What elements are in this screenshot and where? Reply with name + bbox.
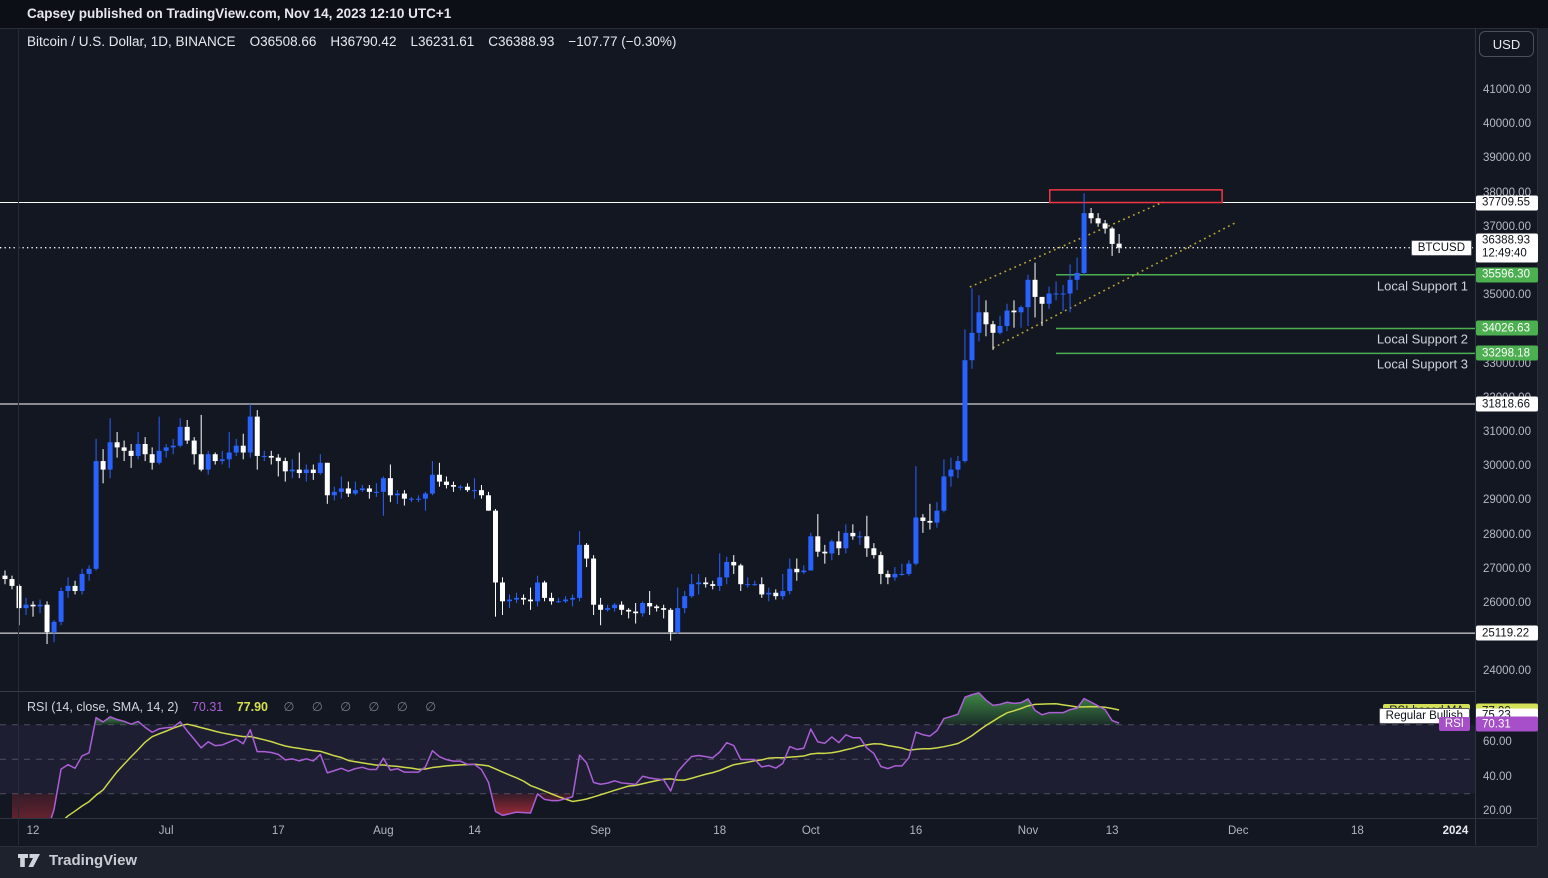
price-tick: 29000.00: [1483, 494, 1531, 507]
price-tick: 39000.00: [1483, 152, 1531, 165]
attribution-text: Capsey published on TradingView.com, Nov…: [27, 6, 452, 21]
time-axis-area[interactable]: [0, 819, 1475, 845]
price-line-label: 34026.63: [1476, 320, 1538, 336]
rsi-pane-separator[interactable]: [0, 691, 1475, 692]
current-price-label: 36388.93 12:49:40: [1476, 233, 1538, 263]
attribution-bar: Capsey published on TradingView.com, Nov…: [0, 0, 1548, 28]
time-tick[interactable]: 18: [1350, 825, 1364, 837]
ohlc-close: C36388.93: [488, 34, 555, 49]
ohlc-low: L36231.61: [410, 34, 475, 49]
bar-countdown: 12:49:40: [1482, 247, 1527, 260]
ohlc-open: O36508.66: [249, 34, 317, 49]
symbol-header: Bitcoin / U.S. Dollar, 1D, BINANCE O36508…: [27, 34, 676, 49]
time-tick[interactable]: 12: [26, 825, 40, 837]
price-tick: 37000.00: [1483, 220, 1531, 233]
time-tick[interactable]: 14: [468, 825, 481, 837]
symbol-price-chip: BTCUSD: [1410, 239, 1472, 256]
time-axis-separator: [0, 818, 1537, 819]
rsi-divergence-icons: ∅ ∅ ∅ ∅ ∅ ∅: [283, 700, 444, 714]
rsi-value-label: 70.31: [1476, 716, 1538, 732]
price-tick: 27000.00: [1483, 562, 1531, 575]
rsi-tick: 40.00: [1483, 770, 1512, 783]
price-tick: 30000.00: [1483, 460, 1531, 473]
time-tick[interactable]: Sep: [590, 825, 611, 837]
price-line-label: 25119.22: [1476, 625, 1538, 641]
rsi-tick: 20.00: [1483, 805, 1512, 818]
price-tick: 26000.00: [1483, 597, 1531, 609]
ohlc-high: H36790.42: [330, 34, 397, 49]
tradingview-logo-icon[interactable]: [18, 853, 41, 868]
time-tick[interactable]: Aug: [373, 825, 394, 837]
time-tick[interactable]: 2024: [1442, 825, 1469, 837]
footer-bar: TradingView: [18, 852, 137, 869]
price-line-label: 33298.18: [1476, 345, 1538, 361]
price-tick: 24000.00: [1483, 665, 1531, 678]
price-line-label: 35596.30: [1476, 267, 1538, 283]
price-line-label: 31818.66: [1476, 396, 1538, 412]
time-tick[interactable]: Oct: [801, 825, 820, 837]
time-tick[interactable]: Dec: [1227, 825, 1249, 837]
time-tick[interactable]: 18: [713, 825, 727, 837]
time-tick[interactable]: 13: [1105, 825, 1119, 837]
rsi-legend-value: 70.31: [191, 700, 224, 714]
currency-button[interactable]: USD: [1479, 31, 1534, 57]
support-line-label: Local Support 3: [1376, 356, 1468, 372]
rsi-ma-legend-value: 77.90: [236, 700, 268, 714]
price-tick: 28000.00: [1483, 528, 1531, 541]
time-tick[interactable]: Jul: [158, 825, 174, 837]
rsi-name-label: RSI: [1438, 717, 1470, 732]
price-line-label: 37709.55: [1476, 195, 1538, 211]
price-axis-separator: [1475, 28, 1476, 845]
time-tick[interactable]: 16: [909, 825, 923, 837]
tradingview-brand[interactable]: TradingView: [49, 852, 138, 869]
price-tick: 35000.00: [1483, 289, 1531, 302]
ohlc-change: −107.77 (−0.30%): [568, 34, 677, 49]
price-tick: 40000.00: [1483, 118, 1531, 131]
price-tick: 41000.00: [1483, 84, 1531, 96]
support-line-label: Local Support 1: [1376, 278, 1468, 294]
time-tick[interactable]: Nov: [1017, 825, 1039, 837]
symbol-title[interactable]: Bitcoin / U.S. Dollar, 1D, BINANCE: [27, 34, 236, 49]
rsi-legend-title: RSI (14, close, SMA, 14, 2): [27, 700, 179, 714]
time-tick[interactable]: 17: [271, 825, 285, 837]
rsi-legend[interactable]: RSI (14, close, SMA, 14, 2) 70.31 77.90 …: [27, 699, 443, 714]
support-line-label: Local Support 2: [1376, 331, 1468, 347]
rsi-tick: 60.00: [1483, 736, 1512, 748]
price-tick: 31000.00: [1483, 426, 1531, 438]
pane-left-border: [18, 28, 19, 845]
